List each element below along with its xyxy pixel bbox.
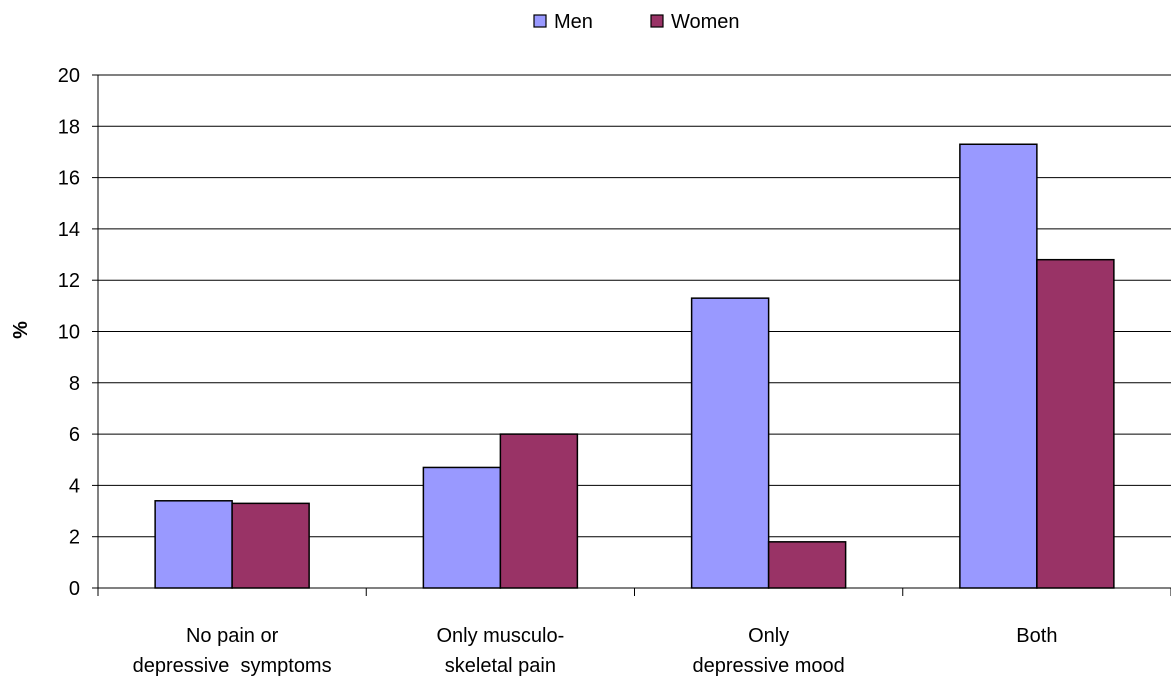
x-category-label: skeletal pain	[445, 655, 556, 677]
y-tick-label: 20	[58, 65, 80, 87]
x-axis-category-labels: No pain or depressive symptoms Only muscul…	[133, 625, 1058, 677]
x-category-label: Only	[748, 625, 789, 647]
bar-women-4	[1036, 258, 1115, 589]
grid-lines	[98, 74, 1171, 538]
bar-men-4	[959, 143, 1038, 589]
legend-swatch-women	[650, 14, 664, 28]
x-category-label: Only musculo-	[436, 625, 564, 647]
y-tick-label: 4	[69, 475, 80, 497]
y-tick-label: 6	[69, 424, 80, 446]
x-category-label: Both	[1016, 625, 1057, 647]
bar-women-2	[499, 433, 579, 589]
y-tick-label: 16	[58, 168, 80, 190]
x-category-label: depressive mood	[692, 655, 844, 677]
legend: Men Women	[533, 11, 740, 33]
x-category-label: depressive symptoms	[133, 655, 332, 677]
y-tick-label: 10	[58, 322, 80, 344]
legend-label-men: Men	[554, 11, 593, 33]
bar-women-1	[231, 502, 310, 589]
y-tick-label: 14	[58, 219, 80, 241]
bar-men-2	[422, 466, 502, 589]
y-axis-ticks: 0 2 4 6 8 10 12 14 16 18 20	[58, 65, 98, 600]
bar-men-1	[154, 500, 233, 589]
legend-label-women: Women	[671, 11, 740, 33]
y-tick-label: 8	[69, 373, 80, 395]
x-category-label: No pain or	[186, 625, 279, 647]
bars	[154, 143, 1115, 589]
y-tick-label: 0	[69, 578, 80, 600]
y-axis-label: %	[10, 321, 32, 339]
y-tick-label: 12	[58, 270, 80, 292]
legend-swatch-men	[533, 14, 547, 28]
bar-women-3	[767, 541, 847, 589]
axes	[97, 75, 1171, 596]
y-tick-label: 18	[58, 116, 80, 138]
y-tick-label: 2	[69, 527, 80, 549]
bar-men-3	[690, 297, 770, 589]
